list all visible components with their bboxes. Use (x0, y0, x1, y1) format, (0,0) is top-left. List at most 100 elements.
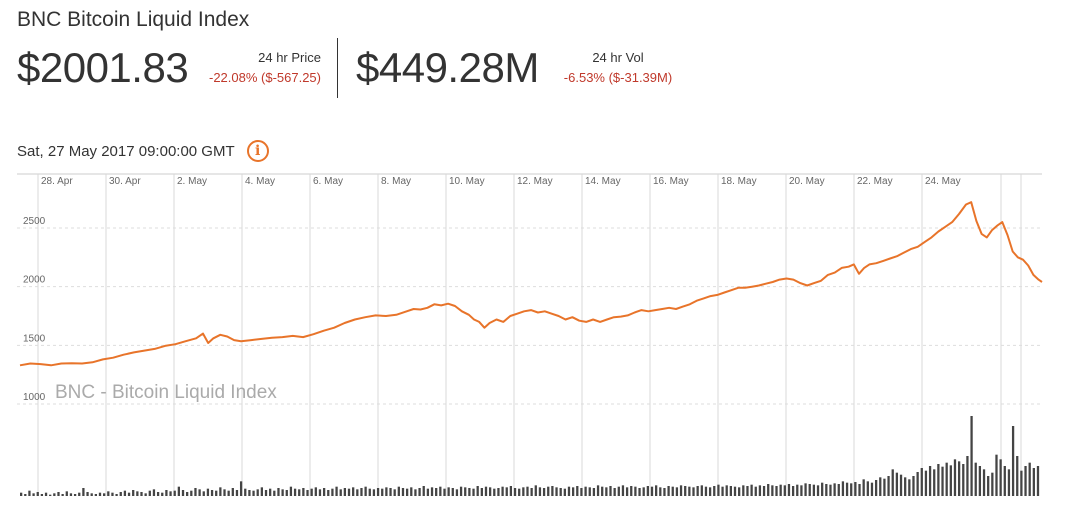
volume-bar (430, 487, 434, 496)
volume-bar (762, 486, 766, 496)
volume-bar (281, 489, 284, 496)
volume-bar (372, 489, 376, 496)
volume-bar (729, 486, 732, 496)
volume-bar (675, 487, 679, 496)
volume-bar (870, 482, 874, 496)
volume-bar (650, 486, 654, 496)
volume-bar (94, 494, 97, 496)
volume-bar (505, 487, 508, 496)
volume-bar (542, 488, 546, 496)
volume-bar (360, 488, 363, 496)
volume-bar (866, 481, 869, 496)
volume-bar (484, 486, 488, 496)
volume-bar (816, 485, 820, 496)
volume-bar (190, 490, 193, 496)
volume-bar (991, 472, 994, 496)
x-tick-label: 30. Apr (109, 176, 141, 187)
volume-bar (742, 485, 745, 496)
volume-bar (152, 489, 156, 496)
volume-bar (107, 491, 110, 496)
volume-bar (82, 488, 85, 496)
volume-bar (73, 494, 77, 496)
x-tick-label: 12. May (517, 176, 553, 187)
volume-bar (584, 486, 587, 496)
volume-bar (86, 492, 89, 496)
y-tick-label: 2500 (23, 216, 46, 227)
y-tick-label: 1000 (23, 392, 46, 403)
page-title: BNC Bitcoin Liquid Index (17, 8, 250, 31)
volume-bar (721, 486, 724, 496)
volume-bar (115, 494, 118, 496)
volume-bar (451, 488, 454, 496)
volume-bar (426, 488, 430, 496)
volume-bar (32, 493, 35, 496)
volume-bar (285, 490, 288, 496)
volume-bar (646, 486, 649, 496)
x-tick-label: 10. May (449, 176, 485, 187)
volume-bar (767, 484, 770, 496)
volume-bar (887, 476, 890, 496)
volume-bar (891, 469, 894, 496)
volume-bar (779, 484, 782, 496)
volume-bar (908, 479, 911, 496)
volume-bar (1016, 456, 1019, 496)
volume-bar (837, 484, 840, 496)
volume-bar (692, 487, 695, 496)
volume-bar (957, 461, 961, 496)
volume-bar (161, 492, 164, 496)
volume-bar (318, 489, 322, 496)
volume-bar (49, 494, 52, 496)
volume-bar (327, 490, 330, 496)
volume-bar (480, 488, 483, 496)
volume-bar (264, 490, 268, 496)
volume-bar (684, 486, 687, 496)
volume-bar (136, 491, 139, 496)
volume-bar (78, 492, 81, 496)
volume-bar (418, 488, 421, 496)
volume-bar (974, 462, 977, 496)
info-icon[interactable]: i (246, 140, 269, 162)
volume-bar (966, 456, 969, 496)
volume-bar (746, 486, 749, 496)
volume-bar (198, 489, 201, 496)
volume-bar (24, 494, 27, 496)
volume-bar (588, 487, 591, 496)
volume-bar (339, 489, 342, 496)
volume-bar (572, 487, 575, 496)
volume-bar (302, 488, 305, 496)
volume-bar (352, 487, 355, 496)
volume-bar (945, 462, 948, 496)
volume-bar (962, 464, 965, 496)
volume-bar (103, 493, 106, 496)
volume-bar (20, 492, 23, 496)
volume-bar (895, 472, 899, 496)
volume-bar (472, 488, 475, 496)
volume-bar (601, 486, 604, 496)
volume-bar (655, 485, 658, 496)
volume-bar (970, 416, 973, 496)
volume-bar (576, 486, 579, 496)
volume-change: -6.53% ($-31.39M) (563, 70, 673, 85)
volume-bar (435, 488, 438, 496)
volume-bar (551, 486, 554, 496)
volume-bar (547, 486, 550, 496)
x-tick-label: 16. May (653, 176, 689, 187)
volume-bar (937, 464, 940, 496)
volume-bar (642, 487, 645, 496)
volume-bar (468, 488, 471, 496)
stats-panel: $2001.83 24 hr Price -22.08% ($-567.25) … (17, 38, 717, 98)
volume-bar (61, 494, 64, 496)
volume-bar (206, 488, 210, 496)
volume-bar (949, 465, 952, 496)
volume-bar (464, 487, 467, 496)
volume-bar (1024, 466, 1027, 496)
volume-bar (194, 488, 197, 496)
volume-bar (862, 479, 865, 496)
volume-bar (260, 487, 263, 496)
volume-bar (538, 487, 542, 496)
volume-bar (634, 486, 637, 496)
volume-bar (293, 488, 297, 496)
x-tick-label: 22. May (857, 176, 893, 187)
price-chart[interactable]: 28. Apr 30. Apr 2. May 4. May 6. May 8. May 10… (17, 170, 1045, 500)
volume-bar (771, 485, 774, 496)
